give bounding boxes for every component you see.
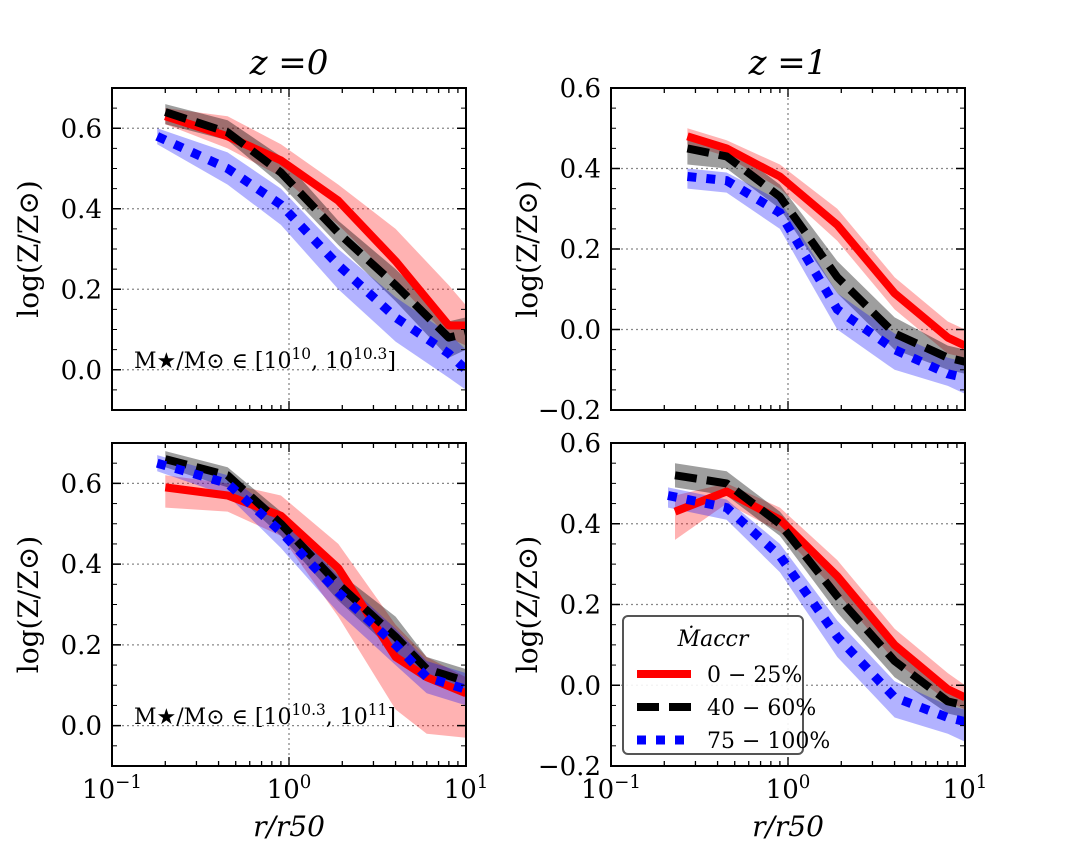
y-tick-label: 0.6 (61, 469, 102, 499)
x-axis-label: r/r50 (752, 810, 824, 843)
y-tick-label: 0.2 (560, 235, 601, 265)
x-tick-label: 101 (943, 772, 988, 806)
mass-bin-annotation: M★/M⊙ ∈ [1010.3, 1011] (134, 701, 396, 730)
legend: Ṁaccr 0 − 25% 40 − 60% 75 − 100% (622, 615, 830, 755)
x-tick-label: 100 (766, 772, 811, 806)
series-line-solid (673, 487, 965, 702)
x-tick-label: 100 (267, 772, 312, 806)
band-solid (165, 475, 466, 738)
panel-3: 0.0 0.2 0.4 0.6 log(Z/Z⊙) 10−1 100 101 r/r50 M★/M… (12, 442, 489, 843)
x-axis-label: r/r50 (253, 810, 325, 843)
y-tick-label: 0.6 (560, 74, 601, 104)
plot-area (667, 463, 965, 742)
band-dashed (165, 104, 466, 358)
y-tick-label: 0.4 (61, 195, 102, 225)
y-tick-label: −0.2 (538, 752, 601, 782)
y-axis-label: log(Z/Z⊙) (12, 180, 45, 317)
band-dotted (157, 128, 466, 390)
y-tick-label: 0.4 (61, 550, 102, 580)
series-line-dotted (686, 172, 965, 383)
legend-entry-label: 0 − 25% (707, 663, 802, 688)
y-tick-label: 0.4 (560, 510, 601, 540)
plot-area (155, 451, 466, 738)
x-tick-label: 101 (444, 772, 489, 806)
series-line-dotted (667, 491, 965, 726)
y-tick-label: 0.6 (61, 114, 102, 144)
series-line-dashed (674, 471, 965, 710)
y-tick-label: 0.0 (560, 671, 601, 701)
y-axis-label: log(Z/Z⊙) (12, 536, 45, 673)
series-line-solid (164, 483, 466, 698)
legend-box (622, 615, 804, 755)
legend-entry-label: 75 − 100% (707, 729, 830, 754)
panel-2: −0.2 0.0 0.2 0.4 0.6 log(Z/Z⊙) z =1 (511, 43, 966, 426)
y-axis-label: log(Z/Z⊙) (511, 180, 544, 317)
y-axis-label: log(Z/Z⊙) (511, 536, 544, 673)
y-tick-label: 0.0 (61, 356, 102, 386)
x-tick-label: 10−1 (82, 772, 142, 806)
plot-area (155, 104, 466, 390)
y-tick-label: 0.2 (61, 275, 102, 305)
panel-title: z =1 (748, 43, 828, 83)
panel-4: −0.2 0.0 0.2 0.4 0.6 log(Z/Z⊙) 10−1 100 101 r/r50… (511, 429, 987, 843)
legend-title: Ṁaccr (677, 625, 750, 652)
series-line-solid (686, 132, 965, 350)
mass-bin-annotation: M★/M⊙ ∈ [1010, 1010.3] (134, 345, 396, 374)
legend-entry-label: 40 − 60% (707, 696, 816, 721)
band-dotted (668, 487, 965, 742)
y-tick-label: 0.0 (560, 316, 601, 346)
series-line-dashed (164, 455, 466, 686)
series-line-dotted (155, 132, 466, 374)
series-line-dashed (686, 144, 965, 366)
panel-title: z =0 (249, 43, 329, 83)
y-tick-label: 0.0 (61, 712, 102, 742)
y-tick-label: 0.2 (61, 631, 102, 661)
series-line-dotted (155, 458, 466, 694)
series-line-dashed (164, 108, 466, 342)
x-tick-label: 10−1 (581, 772, 641, 806)
y-tick-label: 0.4 (560, 155, 601, 185)
y-tick-label: −0.2 (538, 396, 601, 426)
plot-area (686, 128, 965, 394)
band-solid (687, 128, 965, 358)
y-tick-label: 0.6 (560, 429, 601, 459)
panel-1: 0.0 0.2 0.4 0.6 log(Z/Z⊙) z =0 M★/M⊙ ∈ [1010, … (12, 43, 467, 411)
y-tick-label: 0.2 (560, 591, 601, 621)
band-solid (165, 108, 466, 346)
